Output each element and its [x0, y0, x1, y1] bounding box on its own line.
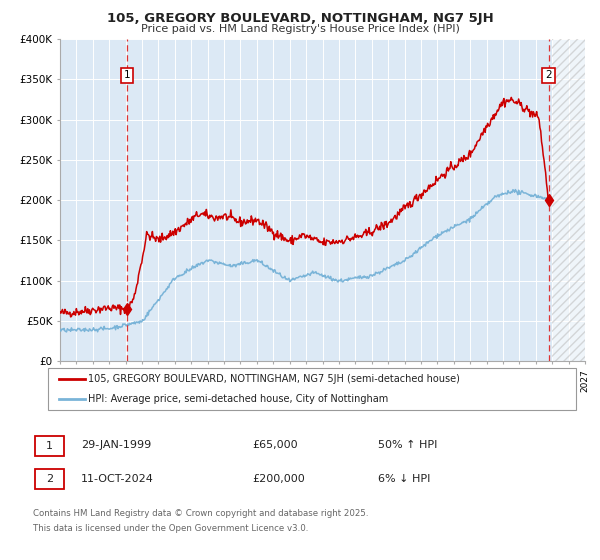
Text: HPI: Average price, semi-detached house, City of Nottingham: HPI: Average price, semi-detached house,… — [88, 394, 388, 404]
FancyBboxPatch shape — [35, 436, 64, 456]
Text: £65,000: £65,000 — [252, 440, 298, 450]
Text: 1: 1 — [124, 71, 130, 81]
Bar — [552, 39, 585, 361]
FancyBboxPatch shape — [35, 469, 64, 489]
Text: 105, GREGORY BOULEVARD, NOTTINGHAM, NG7 5JH (semi-detached house): 105, GREGORY BOULEVARD, NOTTINGHAM, NG7 … — [88, 374, 460, 384]
Text: 29-JAN-1999: 29-JAN-1999 — [81, 440, 151, 450]
Text: Contains HM Land Registry data © Crown copyright and database right 2025.: Contains HM Land Registry data © Crown c… — [33, 509, 368, 518]
Text: £200,000: £200,000 — [252, 474, 305, 484]
Text: 6% ↓ HPI: 6% ↓ HPI — [378, 474, 430, 484]
Text: 2: 2 — [545, 71, 552, 81]
Text: This data is licensed under the Open Government Licence v3.0.: This data is licensed under the Open Gov… — [33, 524, 308, 533]
Text: 105, GREGORY BOULEVARD, NOTTINGHAM, NG7 5JH: 105, GREGORY BOULEVARD, NOTTINGHAM, NG7 … — [107, 12, 493, 25]
Text: 50% ↑ HPI: 50% ↑ HPI — [378, 440, 437, 450]
Text: 2: 2 — [46, 474, 53, 484]
Text: 1: 1 — [46, 441, 53, 451]
Text: 11-OCT-2024: 11-OCT-2024 — [81, 474, 154, 484]
Text: Price paid vs. HM Land Registry's House Price Index (HPI): Price paid vs. HM Land Registry's House … — [140, 24, 460, 34]
